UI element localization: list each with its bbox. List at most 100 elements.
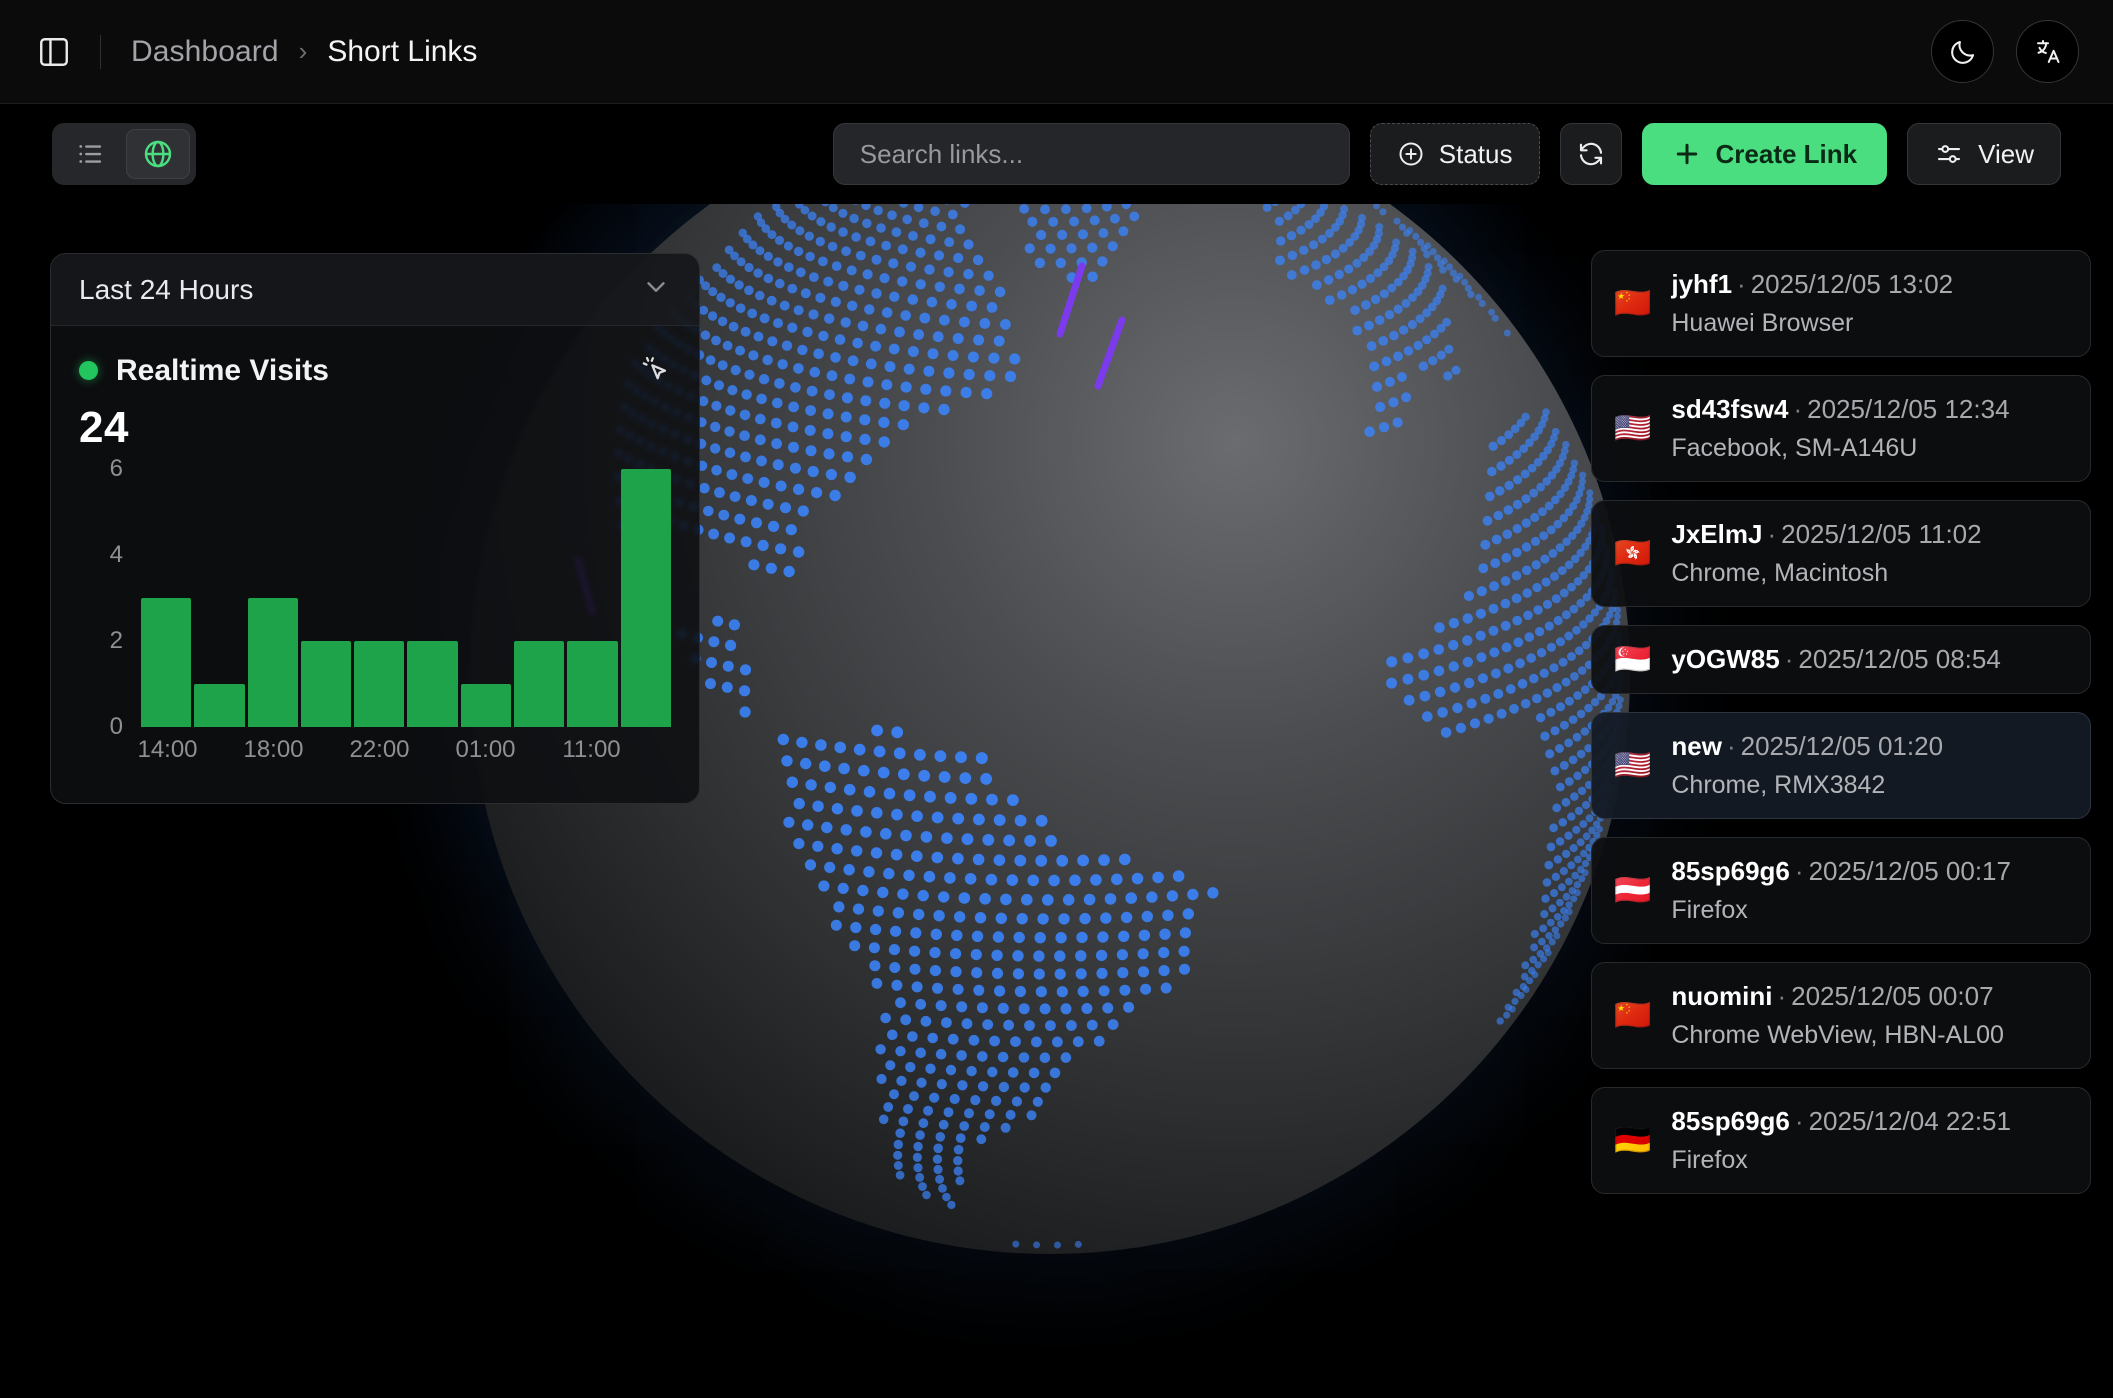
time-range-label: Last 24 Hours bbox=[79, 273, 254, 305]
view-options-label: View bbox=[1978, 138, 2034, 169]
toolbar: Status Create Link bbox=[0, 104, 2113, 204]
visit-list-item[interactable]: 🇦🇹 85sp69g6 · 2025/12/05 00:17 Firefox bbox=[1591, 837, 2091, 944]
view-mode-toggle-group bbox=[52, 123, 196, 185]
visit-link-slug[interactable]: JxElmJ bbox=[1671, 519, 1763, 549]
visit-list-item[interactable]: 🇨🇳 jyhf1 · 2025/12/05 13:02 Huawei Browser bbox=[1591, 250, 2091, 357]
chart-y-tick: 4 bbox=[109, 541, 123, 568]
realtime-visits-title: Realtime Visits bbox=[116, 353, 329, 387]
chart-x-tick: 18:00 bbox=[243, 736, 304, 763]
visit-item-text: sd43fsw4 · 2025/12/05 12:34 Facebook, SM-A1… bbox=[1671, 394, 2009, 463]
visit-separator: · bbox=[1777, 981, 1787, 1011]
flag-china-icon: 🇨🇳 bbox=[1614, 286, 1652, 320]
visit-list-item[interactable]: 🇭🇰 JxElmJ · 2025/12/05 11:02 Chrome, Macinto… bbox=[1591, 500, 2091, 607]
visit-link-slug[interactable]: 85sp69g6 bbox=[1671, 856, 1790, 886]
language-toggle-button[interactable] bbox=[2016, 20, 2079, 83]
visit-link-slug[interactable]: nuomini bbox=[1671, 981, 1773, 1011]
breadcrumb-separator-icon: › bbox=[298, 36, 308, 66]
visit-separator: · bbox=[1737, 269, 1746, 299]
visit-separator: · bbox=[1726, 731, 1736, 761]
globe-land-dots bbox=[470, 204, 1630, 1254]
chart-bar[interactable] bbox=[141, 598, 192, 727]
status-filter-button[interactable]: Status bbox=[1369, 123, 1540, 185]
plus-circle-icon bbox=[1399, 142, 1423, 166]
visit-item-header: 85sp69g6 · 2025/12/05 00:17 bbox=[1671, 856, 2011, 887]
header-actions bbox=[1931, 20, 2079, 83]
create-link-button[interactable]: Create Link bbox=[1641, 123, 1888, 185]
visit-link-slug[interactable]: 85sp69g6 bbox=[1671, 1106, 1790, 1136]
visit-list-item[interactable]: 🇸🇬 yOGW85 · 2025/12/05 08:54 bbox=[1591, 625, 2091, 694]
flag-hong-kong-icon: 🇭🇰 bbox=[1614, 536, 1652, 570]
chart-x-tick: 01:00 bbox=[455, 736, 516, 763]
chart-y-tick: 2 bbox=[109, 627, 123, 654]
realtime-header-row: Realtime Visits bbox=[79, 352, 671, 389]
visit-timestamp: 2025/12/05 08:54 bbox=[1798, 644, 2001, 674]
visit-item-header: jyhf1 · 2025/12/05 13:02 bbox=[1671, 269, 1953, 300]
visit-item-text: jyhf1 · 2025/12/05 13:02 Huawei Browser bbox=[1671, 269, 1953, 338]
visit-item-text: JxElmJ · 2025/12/05 11:02 Chrome, Macintosh bbox=[1671, 519, 1981, 588]
chart-bar[interactable] bbox=[514, 641, 565, 727]
list-icon bbox=[79, 145, 102, 163]
visit-item-header: yOGW85 · 2025/12/05 08:54 bbox=[1671, 644, 2000, 675]
visit-link-slug[interactable]: sd43fsw4 bbox=[1671, 394, 1789, 424]
search-input[interactable] bbox=[859, 138, 1323, 170]
visit-item-header: 85sp69g6 · 2025/12/04 22:51 bbox=[1671, 1106, 2011, 1137]
chart-bar[interactable] bbox=[460, 684, 512, 727]
recent-visits-list: 🇨🇳 jyhf1 · 2025/12/05 13:02 Huawei Browser 🇺🇸… bbox=[1591, 250, 2091, 1194]
visit-item-text: 85sp69g6 · 2025/12/04 22:51 Firefox bbox=[1671, 1106, 2011, 1175]
refresh-icon bbox=[1579, 142, 1602, 166]
globe-icon bbox=[144, 140, 172, 168]
chart-bar[interactable] bbox=[194, 684, 245, 727]
realtime-visits-chart: 0 2 4 6 14:00 18:00 22:00 01:00 11:00 bbox=[79, 455, 671, 769]
realtime-visits-value: 24 bbox=[79, 403, 129, 452]
breadcrumb-parent[interactable]: Dashboard bbox=[131, 34, 279, 68]
chart-bar[interactable] bbox=[567, 641, 618, 727]
chart-bar[interactable] bbox=[247, 598, 298, 727]
visit-list-item[interactable]: 🇩🇪 85sp69g6 · 2025/12/04 22:51 Firefox bbox=[1591, 1087, 2091, 1194]
visit-item-header: sd43fsw4 · 2025/12/05 12:34 bbox=[1671, 394, 2009, 425]
theme-toggle-button[interactable] bbox=[1931, 20, 1994, 83]
chart-y-tick: 6 bbox=[109, 455, 123, 482]
visit-separator: · bbox=[1794, 856, 1804, 886]
create-link-label: Create Link bbox=[1715, 138, 1858, 169]
plus-icon bbox=[1676, 143, 1697, 165]
toolbar-actions: Status Create Link bbox=[832, 123, 2061, 185]
app-header: Dashboard › Short Links bbox=[0, 0, 2113, 104]
visit-timestamp: 2025/12/04 22:51 bbox=[1808, 1106, 2011, 1136]
chart-bar[interactable] bbox=[300, 641, 352, 727]
view-mode-list-button[interactable] bbox=[58, 129, 122, 179]
visit-timestamp: 2025/12/05 12:34 bbox=[1807, 394, 2010, 424]
chart-x-axis: 14:00 18:00 22:00 01:00 11:00 bbox=[137, 736, 671, 774]
visit-item-text: 85sp69g6 · 2025/12/05 00:17 Firefox bbox=[1671, 856, 2011, 925]
visit-link-slug[interactable]: yOGW85 bbox=[1671, 644, 1780, 674]
flag-singapore-icon: 🇸🇬 bbox=[1614, 642, 1652, 676]
visit-list-item[interactable]: 🇺🇸 sd43fsw4 · 2025/12/05 12:34 Facebook, SM-… bbox=[1591, 375, 2091, 482]
chart-y-axis: 0 2 4 6 bbox=[79, 455, 135, 740]
status-filter-label: Status bbox=[1438, 138, 1513, 169]
sidebar-toggle-button[interactable] bbox=[34, 32, 74, 72]
visit-item-text: yOGW85 · 2025/12/05 08:54 bbox=[1671, 644, 2000, 675]
translate-icon bbox=[2036, 39, 2059, 63]
view-options-button[interactable]: View bbox=[1907, 123, 2061, 185]
refresh-button[interactable] bbox=[1559, 123, 1622, 185]
search-links-field[interactable] bbox=[832, 123, 1350, 185]
sliders-icon bbox=[1938, 145, 1961, 163]
chart-bar[interactable] bbox=[620, 469, 671, 727]
visit-link-slug[interactable]: new bbox=[1671, 731, 1722, 761]
chart-x-tick: 14:00 bbox=[137, 736, 198, 763]
visit-link-slug[interactable]: jyhf1 bbox=[1671, 269, 1733, 299]
visit-list-item[interactable]: 🇺🇸 new · 2025/12/05 01:20 Chrome, RMX3842 bbox=[1591, 712, 2091, 819]
chart-bar[interactable] bbox=[407, 641, 458, 727]
visit-device-info: Chrome, Macintosh bbox=[1671, 559, 1889, 587]
mouse-pointer-click-icon[interactable] bbox=[639, 352, 671, 389]
flag-united-states-icon: 🇺🇸 bbox=[1614, 411, 1652, 445]
chart-bar[interactable] bbox=[354, 641, 405, 727]
visit-list-item[interactable]: 🇨🇳 nuomini · 2025/12/05 00:07 Chrome WebView… bbox=[1591, 962, 2091, 1069]
time-range-selector[interactable]: Last 24 Hours bbox=[51, 254, 699, 326]
view-mode-globe-button[interactable] bbox=[126, 129, 190, 179]
header-divider bbox=[100, 34, 101, 69]
visit-device-info: Firefox bbox=[1671, 1146, 1748, 1174]
flag-germany-icon: 🇩🇪 bbox=[1614, 1123, 1652, 1157]
chart-y-tick: 0 bbox=[109, 713, 123, 740]
